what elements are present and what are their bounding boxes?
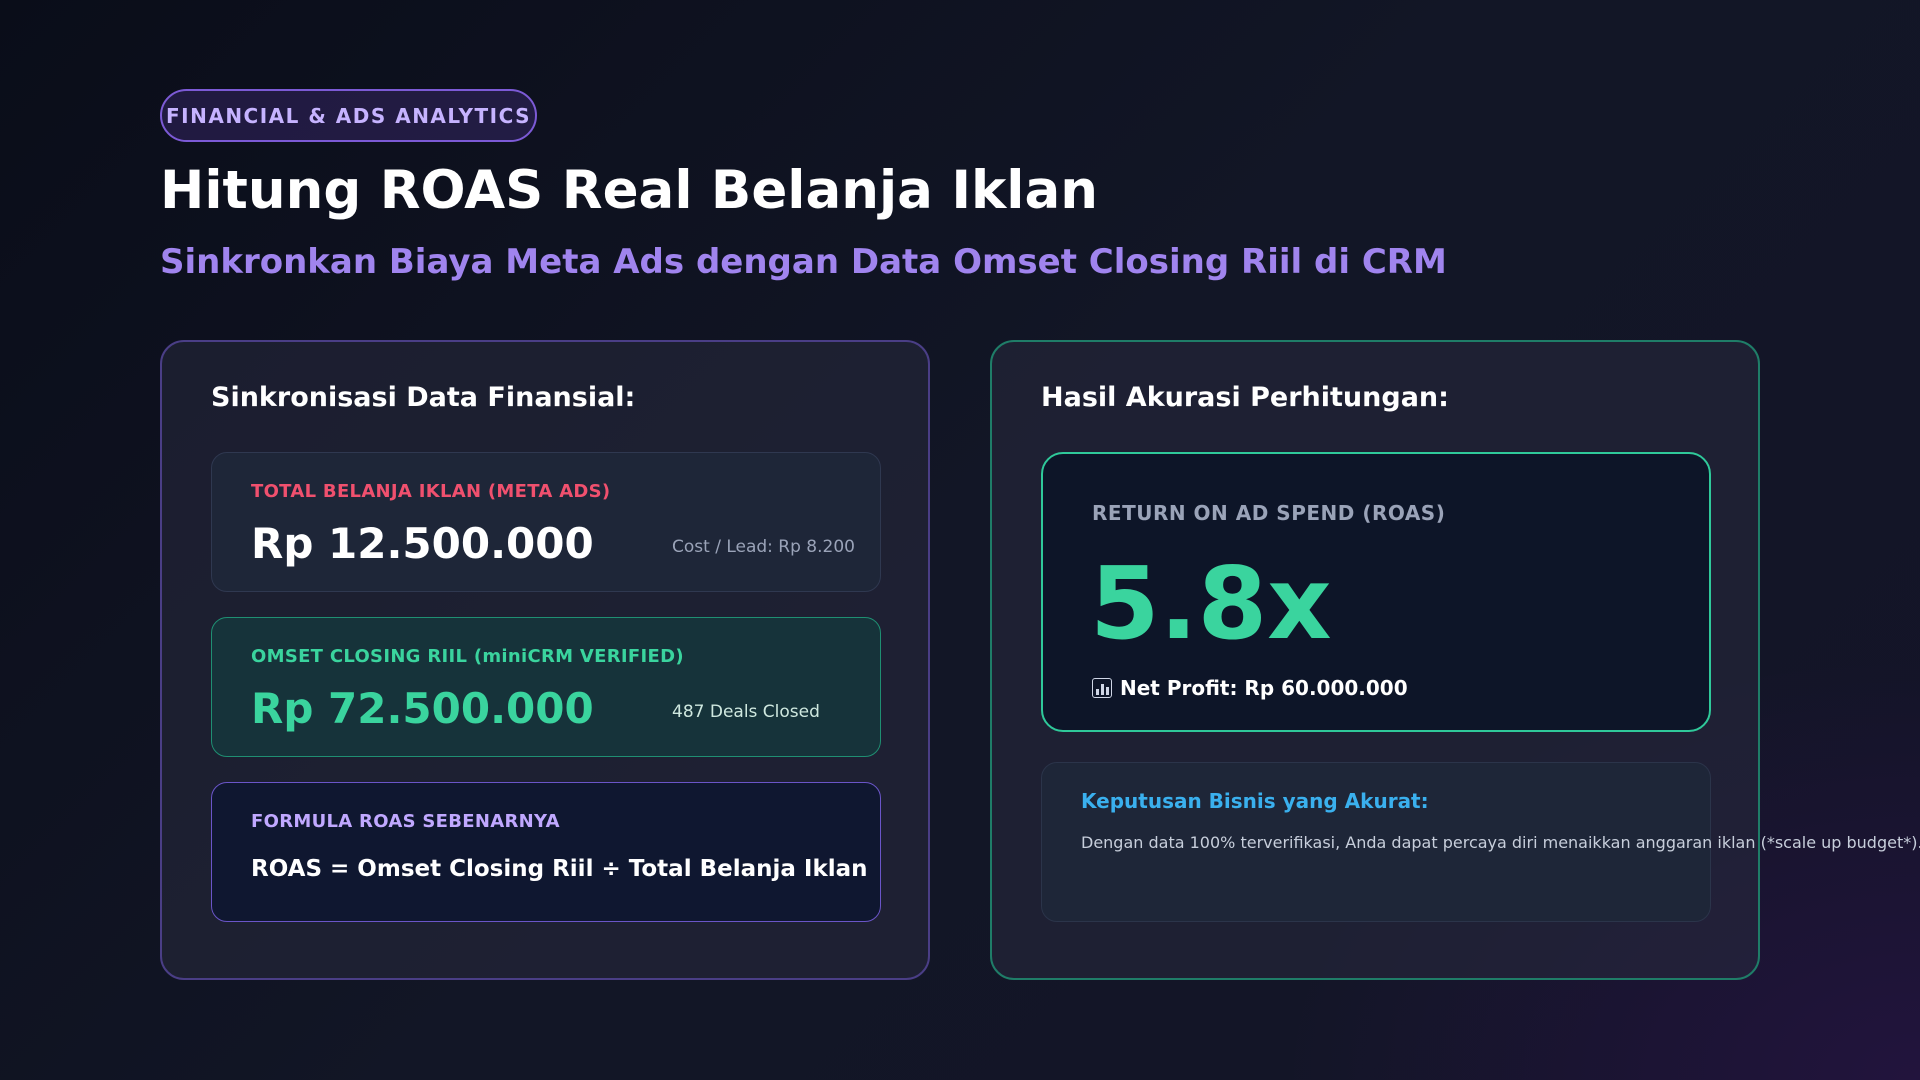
roas-formula-text: ROAS = Omset Closing Riil ÷ Total Belanj…	[251, 856, 868, 882]
net-profit-text: Net Profit: Rp 60.000.000	[1120, 676, 1408, 700]
calculation-result-panel: Hasil Akurasi Perhitungan: RETURN ON AD …	[990, 340, 1920, 980]
business-decision-title: Keputusan Bisnis yang Akurat:	[1081, 789, 1429, 813]
ad-spend-value: Rp 12.500.000	[251, 519, 594, 568]
roas-formula-label: FORMULA ROAS SEBENARNYA	[251, 811, 560, 832]
ad-spend-card: TOTAL BELANJA IKLAN (META ADS) Rp 12.500…	[211, 452, 881, 592]
bar-chart-icon	[1092, 678, 1112, 698]
roas-label: RETURN ON AD SPEND (ROAS)	[1092, 501, 1446, 525]
financial-sync-panel: Sinkronisasi Data Finansial: TOTAL BELAN…	[160, 340, 930, 980]
cost-per-lead-note: Cost / Lead: Rp 8.200	[672, 537, 855, 557]
roas-result-card: RETURN ON AD SPEND (ROAS) 5.8x Net Profi…	[1041, 452, 1711, 732]
closing-revenue-label: OMSET CLOSING RIIL (miniCRM VERIFIED)	[251, 646, 684, 667]
ad-spend-label: TOTAL BELANJA IKLAN (META ADS)	[251, 481, 611, 502]
deals-closed-note: 487 Deals Closed	[672, 702, 820, 722]
closing-revenue-value: Rp 72.500.000	[251, 684, 594, 733]
business-decision-card: Keputusan Bisnis yang Akurat: Dengan dat…	[1041, 762, 1920, 922]
category-badge: FINANCIAL & ADS ANALYTICS	[160, 89, 538, 142]
net-profit-row: Net Profit: Rp 60.000.000	[1092, 676, 1408, 700]
closing-revenue-card: OMSET CLOSING RIIL (miniCRM VERIFIED) Rp…	[211, 617, 881, 757]
roas-formula-card: FORMULA ROAS SEBENARNYA ROAS = Omset Clo…	[211, 782, 881, 922]
calculation-result-heading: Hasil Akurasi Perhitungan:	[1041, 382, 1449, 413]
page-title: Hitung ROAS Real Belanja Iklan	[160, 160, 1098, 221]
business-decision-text: Dengan data 100% terverifikasi, Anda dap…	[1081, 833, 1920, 852]
financial-sync-heading: Sinkronisasi Data Finansial:	[211, 382, 636, 413]
page-subtitle: Sinkronkan Biaya Meta Ads dengan Data Om…	[160, 242, 1447, 282]
roas-value: 5.8x	[1090, 545, 1332, 662]
